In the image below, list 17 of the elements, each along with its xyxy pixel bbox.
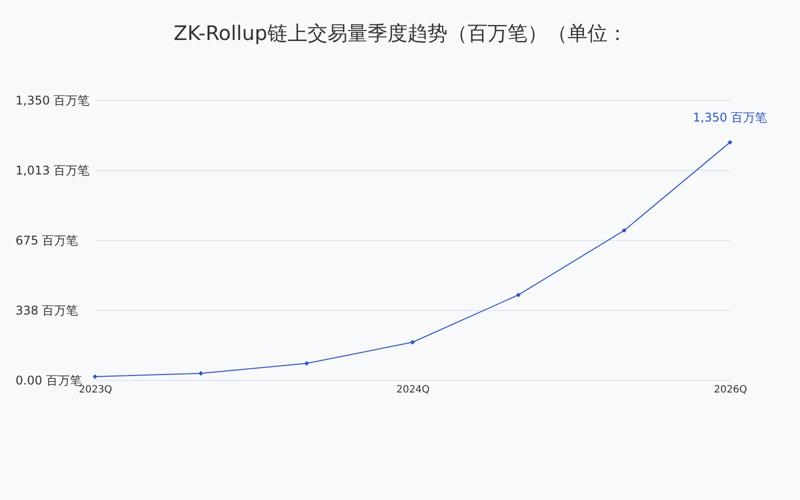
y-tick-label: 675 百万笔 xyxy=(16,234,78,248)
point xyxy=(622,228,627,233)
point xyxy=(728,140,732,145)
y-tick-label: 338 百万笔 xyxy=(16,304,78,318)
x-tick-label: 2023Q xyxy=(78,384,112,396)
x-tick-label: 2026Q xyxy=(714,384,748,396)
point xyxy=(410,340,415,345)
point xyxy=(304,361,310,366)
point xyxy=(92,374,98,380)
x-tick-label: 2024Q xyxy=(396,384,430,396)
annotation: 1,350 百万笔 xyxy=(692,110,768,124)
y-tick-label: 0.00 百万笔 xyxy=(16,374,82,388)
chart-title: ZK-Rollup链上交易量季度趋势（百万笔）（单位： xyxy=(174,21,628,45)
point xyxy=(516,292,521,298)
point xyxy=(198,371,204,376)
y-tick-label: 1,013 百万笔 xyxy=(16,164,90,178)
y-tick-label: 1,350 百万笔 xyxy=(16,94,90,108)
